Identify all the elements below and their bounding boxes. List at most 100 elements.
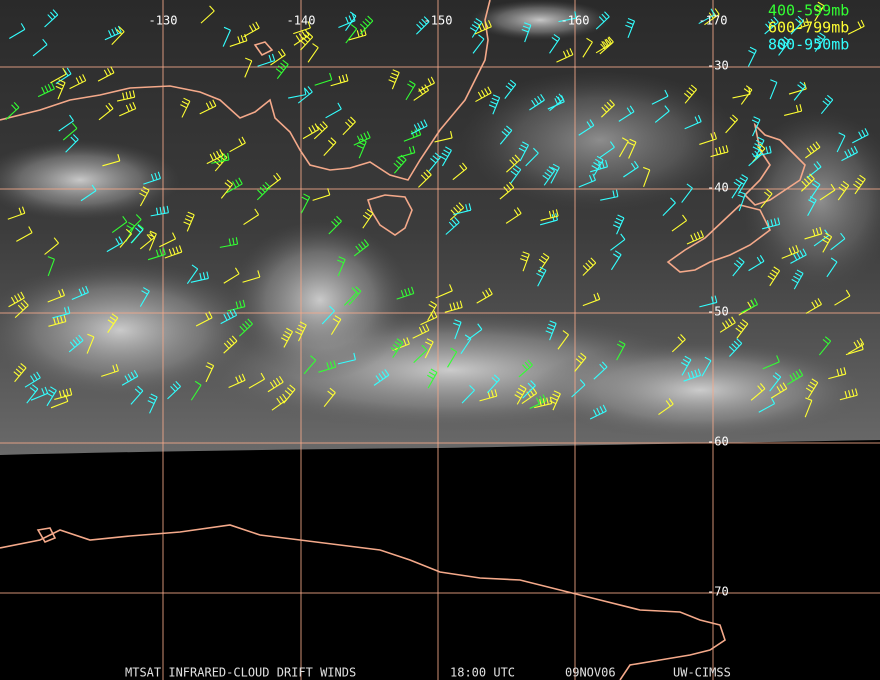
barb-tick	[434, 152, 441, 158]
barb-tick	[542, 252, 550, 258]
barb-tick	[857, 177, 864, 183]
barb-tick	[551, 36, 558, 42]
barb-tick	[280, 48, 286, 56]
barb-shaft	[393, 159, 407, 174]
wind-barb	[7, 206, 26, 220]
barb-shaft	[345, 28, 358, 44]
wind-barb	[226, 177, 243, 194]
wind-barb	[505, 207, 522, 224]
barb-shaft	[836, 135, 846, 153]
barb-tick	[771, 269, 778, 275]
barb-shaft	[111, 221, 128, 234]
wind-barb	[62, 122, 78, 141]
barb-tick	[864, 128, 869, 135]
barb-shaft	[403, 134, 421, 142]
barb-tick	[226, 312, 231, 319]
barb-tick	[421, 86, 427, 93]
barb-tick	[540, 93, 545, 101]
wind-barb	[101, 364, 119, 377]
barb-shaft	[227, 306, 245, 312]
barb-tick	[232, 181, 237, 188]
barb-tick	[812, 228, 816, 237]
barb-tick	[586, 37, 593, 43]
barb-shaft	[267, 381, 284, 393]
barb-tick	[342, 74, 346, 82]
barb-tick	[844, 391, 848, 399]
wind-barb	[487, 374, 500, 394]
barb-shaft	[769, 82, 778, 100]
barb-tick	[307, 31, 314, 38]
barb-shaft	[321, 310, 335, 325]
wind-barb	[119, 101, 137, 117]
barb-shaft	[610, 254, 622, 271]
barb-tick	[830, 257, 838, 263]
barb-tick	[56, 316, 60, 324]
barb-shaft	[300, 36, 314, 51]
barb-tick	[314, 123, 320, 130]
barb-tick	[575, 358, 582, 364]
barb-tick	[418, 88, 424, 95]
wind-barb	[751, 116, 761, 137]
barb-tick	[548, 323, 556, 328]
barb-tick	[733, 262, 740, 269]
barb-tick	[257, 270, 261, 278]
barb-shaft	[181, 101, 191, 118]
barb-tick	[537, 269, 545, 274]
barb-tick	[491, 97, 499, 102]
wind-barb	[97, 66, 115, 82]
barb-shaft	[62, 127, 78, 141]
barb-tick	[770, 397, 776, 404]
barb-tick	[223, 153, 226, 161]
barb-tick	[130, 371, 136, 379]
wind-barb	[571, 379, 586, 398]
barb-tick	[366, 208, 374, 214]
barb-shaft	[805, 146, 821, 159]
barb-tick	[13, 101, 20, 108]
barb-shaft	[293, 27, 311, 35]
wind-barb	[390, 338, 404, 358]
barb-tick	[722, 146, 726, 154]
barb-tick	[680, 362, 688, 367]
barb-tick	[519, 384, 527, 390]
barb-tick	[759, 255, 765, 262]
barb-tick	[459, 300, 463, 308]
barb-tick	[606, 101, 613, 108]
barb-tick	[449, 284, 453, 292]
wind-barb	[147, 393, 158, 414]
wind-barb	[828, 367, 847, 380]
wind-barb	[318, 360, 337, 373]
barb-tick	[477, 323, 483, 330]
barb-tick	[809, 173, 815, 180]
barb-tick	[725, 145, 729, 153]
wind-barb	[662, 197, 676, 217]
barb-shaft	[50, 400, 69, 409]
barb-tick	[511, 156, 518, 163]
barb-tick	[349, 11, 357, 17]
barb-tick	[392, 344, 400, 349]
wind-barb	[475, 86, 492, 103]
barb-tick	[363, 132, 368, 140]
barb-shaft	[807, 199, 817, 216]
barb-tick	[548, 166, 555, 172]
barb-tick	[546, 169, 553, 175]
barb-tick	[360, 241, 367, 248]
barb-shaft	[106, 242, 123, 253]
wind-barb	[337, 256, 346, 277]
barb-shaft	[47, 258, 55, 277]
barb-tick	[757, 136, 765, 141]
barb-shaft	[804, 400, 813, 418]
barb-tick	[817, 35, 824, 41]
barb-shaft	[472, 38, 485, 54]
barb-tick	[551, 166, 558, 172]
barb-tick	[815, 4, 823, 10]
wind-barb	[453, 319, 462, 340]
wind-barb	[30, 386, 49, 401]
barb-shaft	[427, 304, 438, 321]
barb-shaft	[732, 93, 751, 99]
barb-tick	[172, 232, 177, 240]
barb-tick	[112, 365, 116, 373]
barb-tick	[806, 175, 813, 182]
barb-tick	[770, 18, 776, 25]
wind-barb	[643, 166, 651, 187]
barb-shaft	[516, 388, 527, 405]
